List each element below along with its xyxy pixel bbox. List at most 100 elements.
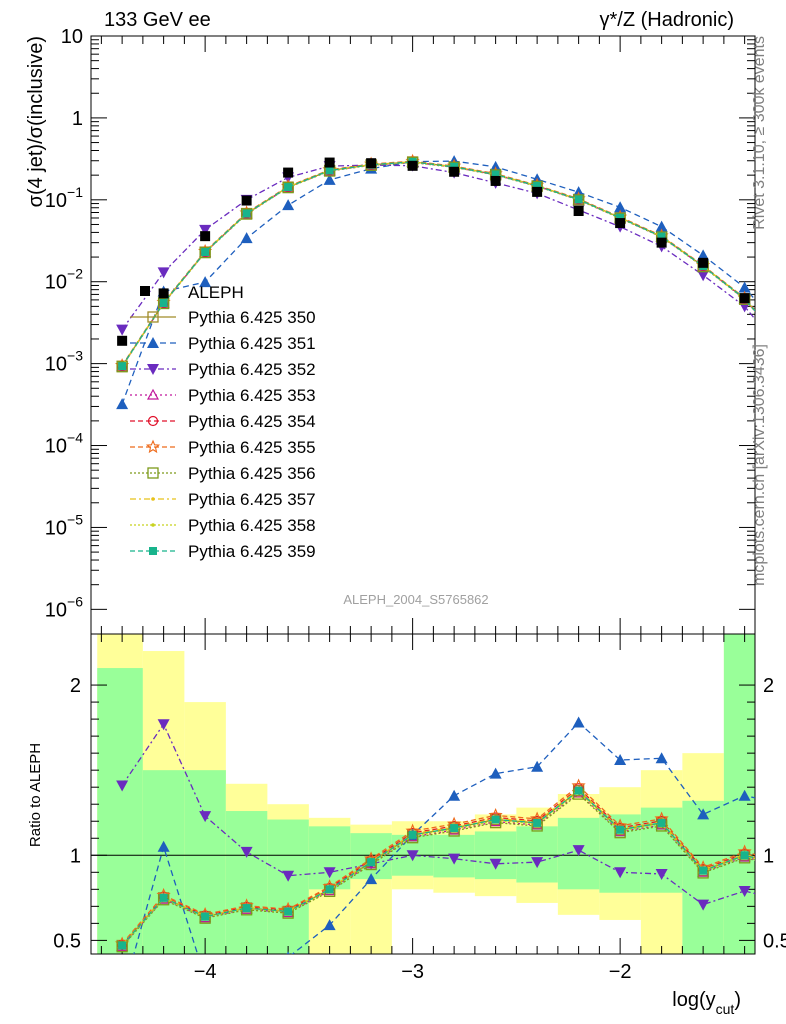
series-352-ratio-point — [323, 867, 336, 879]
ratio-y-tick-label-right: 1 — [763, 845, 774, 867]
series-359-ratio-point — [616, 825, 625, 834]
process-label: γ*/Z (Hadronic) — [600, 9, 734, 31]
series-359-ratio-point — [118, 941, 127, 950]
series-353-point — [781, 342, 786, 351]
aleph-data-point — [324, 157, 335, 168]
series-359-ratio-point — [491, 815, 500, 824]
ratio-y-tick-label: 0.5 — [53, 930, 81, 952]
legend-marker — [147, 467, 159, 479]
y-tick-mantissa: 10 — [61, 26, 83, 48]
legend-label: Pythia 6.425 353 — [188, 386, 316, 405]
series-352-ratio-point — [697, 899, 710, 911]
series-352-point — [199, 224, 212, 236]
aleph-data-point — [366, 158, 377, 169]
series-359-point — [118, 362, 127, 371]
y-tick-label: 10−4 — [45, 430, 83, 458]
aleph-data-point — [241, 195, 252, 206]
series-351-ratio-point — [738, 789, 751, 801]
band-green — [184, 770, 226, 954]
series-354-ratio-point — [782, 859, 786, 868]
legend-label: Pythia 6.425 356 — [188, 464, 316, 483]
y-tick-mantissa: 10 — [45, 517, 67, 539]
series-359-point — [159, 298, 168, 307]
series-356-ratio-line — [121, 793, 755, 948]
series-356-point — [282, 181, 294, 194]
y-tick-mantissa: 10 — [45, 599, 67, 621]
legend-marker — [151, 523, 155, 527]
series-351-ratio-point — [489, 767, 502, 779]
ratio-uncertainty-bands — [91, 634, 755, 954]
legend-marker — [146, 388, 160, 400]
series-352-ratio-point — [572, 845, 585, 857]
series-359-ratio-point — [325, 885, 334, 894]
y-tick-label: 10−2 — [45, 266, 83, 294]
series-359-ratio-line — [121, 789, 755, 946]
legend-marker — [151, 497, 155, 501]
ratio-y-axis-title: Ratio to ALEPH — [27, 743, 44, 847]
series-351-ratio-point — [241, 960, 253, 971]
legend-label: Pythia 6.425 359 — [188, 542, 316, 561]
aleph-data-point — [573, 206, 584, 217]
legend: ALEPH Pythia 6.425 350 Pythia 6.425 351 Pyt… — [130, 283, 316, 561]
series-359-ratio-point — [574, 786, 583, 795]
y-tick-exponent: −2 — [67, 266, 83, 282]
series-353-ratio-point — [781, 862, 786, 871]
series-359-point — [533, 181, 542, 190]
series-351-ratio-point — [531, 760, 544, 772]
series-352-ratio-point — [116, 780, 129, 792]
y-tick-exponent: −1 — [67, 184, 83, 200]
energy-label: 133 GeV ee — [104, 9, 211, 31]
series-352-ratio-point — [282, 870, 295, 882]
y-tick-exponent: −5 — [67, 511, 83, 527]
aleph-data-point — [781, 340, 786, 350]
series-351-ratio-point — [116, 991, 128, 1002]
series-352-ratio-point — [199, 811, 212, 823]
series-352-point — [116, 324, 129, 336]
aleph-data-point — [615, 218, 626, 229]
series-351-point — [738, 281, 751, 293]
series-359-ratio-point — [450, 824, 459, 833]
main-series-layer — [115, 153, 786, 410]
series-351-point — [323, 173, 336, 185]
series-351-point — [240, 232, 253, 244]
series-359-ratio-point — [159, 893, 168, 902]
series-352-point — [157, 267, 170, 279]
series-352-ratio-point — [489, 858, 502, 870]
legend-marker — [145, 439, 161, 454]
series-350-point — [781, 342, 786, 352]
aleph-data-point — [449, 166, 460, 177]
aleph-data-point — [739, 293, 750, 304]
y-tick-label: 10−6 — [45, 593, 83, 621]
series-351-ratio-point — [365, 873, 378, 885]
series-355-ratio-point — [780, 856, 786, 867]
series-352-line — [121, 164, 755, 330]
series-352-ratio-line — [121, 722, 755, 906]
series-356-point — [116, 361, 128, 373]
series-355-ratio-line — [121, 785, 755, 945]
series-351-ratio-point — [614, 753, 627, 765]
y-tick-mantissa: 10 — [45, 190, 67, 212]
series-351-point — [655, 220, 668, 232]
series-356-ratio-point — [781, 863, 786, 873]
legend-label: Pythia 6.425 357 — [188, 490, 316, 509]
y-tick-mantissa: 10 — [45, 436, 67, 458]
ratio-y-tick-label-right: 0.5 — [763, 930, 786, 952]
ratio-series-layer — [115, 716, 786, 1002]
y-tick-exponent: −4 — [67, 430, 83, 446]
series-356-point — [157, 297, 170, 310]
x-tick-label: −3 — [401, 961, 424, 983]
series-356-point — [781, 342, 786, 352]
band-green — [142, 770, 185, 954]
series-359-ratio-point — [657, 818, 666, 827]
legend-label: Pythia 6.425 358 — [188, 516, 316, 535]
main-y-axis-title: σ(4 jet)/σ(inclusive) — [25, 36, 47, 207]
aleph-data-point — [283, 167, 294, 178]
y-tick-label: 10−3 — [45, 348, 83, 376]
series-352-ratio-point — [738, 886, 751, 898]
y-tick-label: 10 — [61, 26, 83, 48]
series-359-ratio-point — [284, 907, 293, 916]
series-351-point — [116, 398, 129, 410]
rivet-label: Rivet 3.1.10, ≥ 300k events — [751, 36, 768, 230]
series-359-ratio-point — [201, 912, 210, 921]
